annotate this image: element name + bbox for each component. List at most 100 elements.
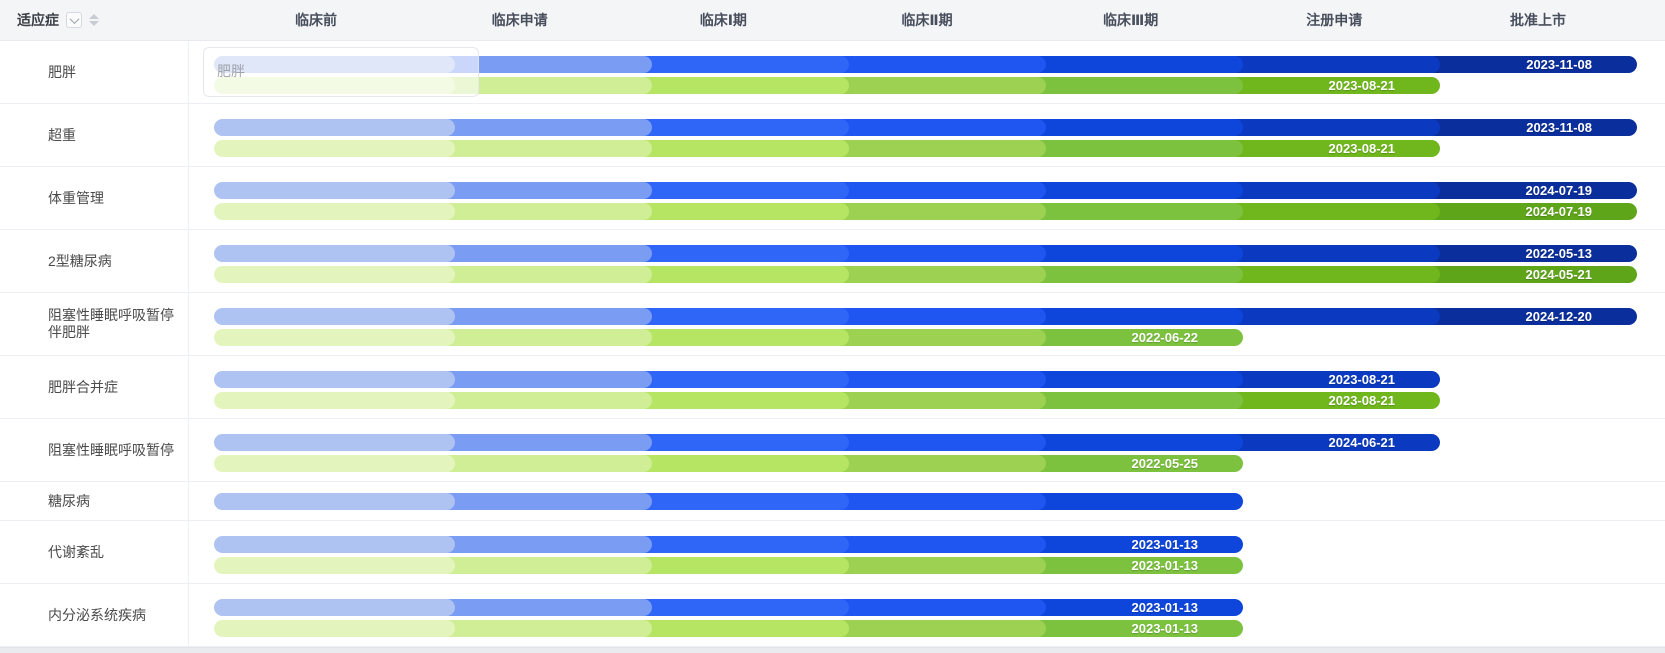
stage-segment-1[interactable] — [214, 203, 455, 220]
stage-segment-5[interactable] — [1001, 557, 1243, 574]
stage-segment-1[interactable] — [214, 392, 455, 409]
stage-segment-1[interactable] — [214, 245, 455, 262]
stage-segment-2[interactable] — [410, 182, 652, 199]
stage-segment-3[interactable] — [607, 308, 849, 325]
stage-segment-2[interactable] — [410, 329, 652, 346]
stage-segment-3[interactable] — [607, 392, 849, 409]
stage-segment-1[interactable] — [214, 493, 455, 510]
horizontal-scrollbar-track[interactable] — [0, 647, 1665, 653]
stage-segment-1[interactable] — [214, 434, 455, 451]
stage-segment-2[interactable] — [410, 308, 652, 325]
blue-progress-bar[interactable]: 2022-05-13 — [0, 245, 1665, 262]
stage-segment-1[interactable] — [214, 266, 455, 283]
stage-segment-4[interactable] — [804, 182, 1046, 199]
green-progress-bar[interactable]: 2022-05-25 — [0, 455, 1665, 472]
stage-segment-2[interactable] — [410, 140, 652, 157]
stage-segment-3[interactable] — [607, 329, 849, 346]
stage-segment-6[interactable] — [1198, 77, 1440, 94]
stage-segment-1[interactable] — [214, 140, 455, 157]
stage-segment-2[interactable] — [410, 455, 652, 472]
stage-segment-2[interactable] — [410, 599, 652, 616]
stage-segment-1[interactable] — [214, 557, 455, 574]
green-progress-bar[interactable]: 2023-01-13 — [0, 557, 1665, 574]
stage-segment-2[interactable] — [410, 371, 652, 388]
stage-segment-5[interactable] — [1001, 434, 1243, 451]
blue-progress-bar[interactable]: 2023-01-13 — [0, 536, 1665, 553]
stage-segment-4[interactable] — [804, 599, 1046, 616]
stage-segment-4[interactable] — [804, 493, 1046, 510]
stage-segment-5[interactable] — [1001, 329, 1243, 346]
stage-segment-5[interactable] — [1001, 56, 1243, 73]
stage-segment-5[interactable] — [1001, 266, 1243, 283]
stage-segment-4[interactable] — [804, 392, 1046, 409]
stage-segment-5[interactable] — [1001, 182, 1243, 199]
stage-segment-7[interactable] — [1395, 182, 1637, 199]
stage-segment-3[interactable] — [607, 493, 849, 510]
stage-segment-4[interactable] — [804, 77, 1046, 94]
stage-segment-5[interactable] — [1001, 599, 1243, 616]
stage-segment-4[interactable] — [804, 620, 1046, 637]
stage-segment-2[interactable] — [410, 203, 652, 220]
stage-segment-4[interactable] — [804, 371, 1046, 388]
stage-segment-6[interactable] — [1198, 245, 1440, 262]
stage-segment-2[interactable] — [410, 392, 652, 409]
stage-segment-3[interactable] — [607, 455, 849, 472]
blue-progress-bar[interactable]: 2024-07-19 — [0, 182, 1665, 199]
stage-segment-4[interactable] — [804, 329, 1046, 346]
stage-segment-5[interactable] — [1001, 308, 1243, 325]
stage-segment-2[interactable] — [410, 434, 652, 451]
stage-segment-6[interactable] — [1198, 203, 1440, 220]
stage-segment-4[interactable] — [804, 455, 1046, 472]
stage-segment-2[interactable] — [410, 119, 652, 136]
stage-segment-4[interactable] — [804, 308, 1046, 325]
stage-segment-3[interactable] — [607, 620, 849, 637]
stage-segment-6[interactable] — [1198, 434, 1440, 451]
stage-segment-7[interactable] — [1395, 308, 1637, 325]
stage-segment-1[interactable] — [214, 371, 455, 388]
stage-segment-5[interactable] — [1001, 203, 1243, 220]
stage-segment-1[interactable] — [214, 119, 455, 136]
stage-segment-6[interactable] — [1198, 371, 1440, 388]
blue-progress-bar[interactable]: 2023-01-13 — [0, 599, 1665, 616]
stage-segment-4[interactable] — [804, 140, 1046, 157]
stage-segment-3[interactable] — [607, 245, 849, 262]
stage-segment-6[interactable] — [1198, 140, 1440, 157]
stage-segment-5[interactable] — [1001, 77, 1243, 94]
blue-progress-bar[interactable]: 2024-12-20 — [0, 308, 1665, 325]
stage-segment-7[interactable] — [1395, 203, 1637, 220]
stage-segment-5[interactable] — [1001, 620, 1243, 637]
stage-segment-7[interactable] — [1395, 56, 1637, 73]
stage-segment-5[interactable] — [1001, 392, 1243, 409]
stage-segment-1[interactable] — [214, 308, 455, 325]
stage-segment-3[interactable] — [607, 557, 849, 574]
stage-segment-4[interactable] — [804, 56, 1046, 73]
stage-segment-2[interactable] — [410, 557, 652, 574]
stage-segment-6[interactable] — [1198, 266, 1440, 283]
stage-segment-3[interactable] — [607, 266, 849, 283]
stage-segment-4[interactable] — [804, 266, 1046, 283]
blue-progress-bar[interactable] — [0, 493, 1665, 510]
stage-segment-3[interactable] — [607, 56, 849, 73]
stage-segment-3[interactable] — [607, 434, 849, 451]
stage-segment-6[interactable] — [1198, 182, 1440, 199]
stage-segment-3[interactable] — [607, 371, 849, 388]
stage-segment-1[interactable] — [214, 599, 455, 616]
stage-segment-6[interactable] — [1198, 56, 1440, 73]
green-progress-bar[interactable]: 2023-01-13 — [0, 620, 1665, 637]
stage-segment-4[interactable] — [804, 536, 1046, 553]
stage-segment-7[interactable] — [1395, 119, 1637, 136]
stage-segment-3[interactable] — [607, 536, 849, 553]
stage-segment-4[interactable] — [804, 245, 1046, 262]
sort-button[interactable] — [89, 14, 99, 26]
stage-segment-5[interactable] — [1001, 119, 1243, 136]
blue-progress-bar[interactable]: 2024-06-21 — [0, 434, 1665, 451]
blue-progress-bar[interactable]: 2023-08-21 — [0, 371, 1665, 388]
stage-segment-6[interactable] — [1198, 119, 1440, 136]
stage-segment-4[interactable] — [804, 557, 1046, 574]
stage-segment-1[interactable] — [214, 329, 455, 346]
stage-segment-2[interactable] — [410, 620, 652, 637]
stage-segment-7[interactable] — [1395, 266, 1637, 283]
stage-segment-1[interactable] — [214, 620, 455, 637]
stage-segment-1[interactable] — [214, 182, 455, 199]
stage-segment-2[interactable] — [410, 536, 652, 553]
